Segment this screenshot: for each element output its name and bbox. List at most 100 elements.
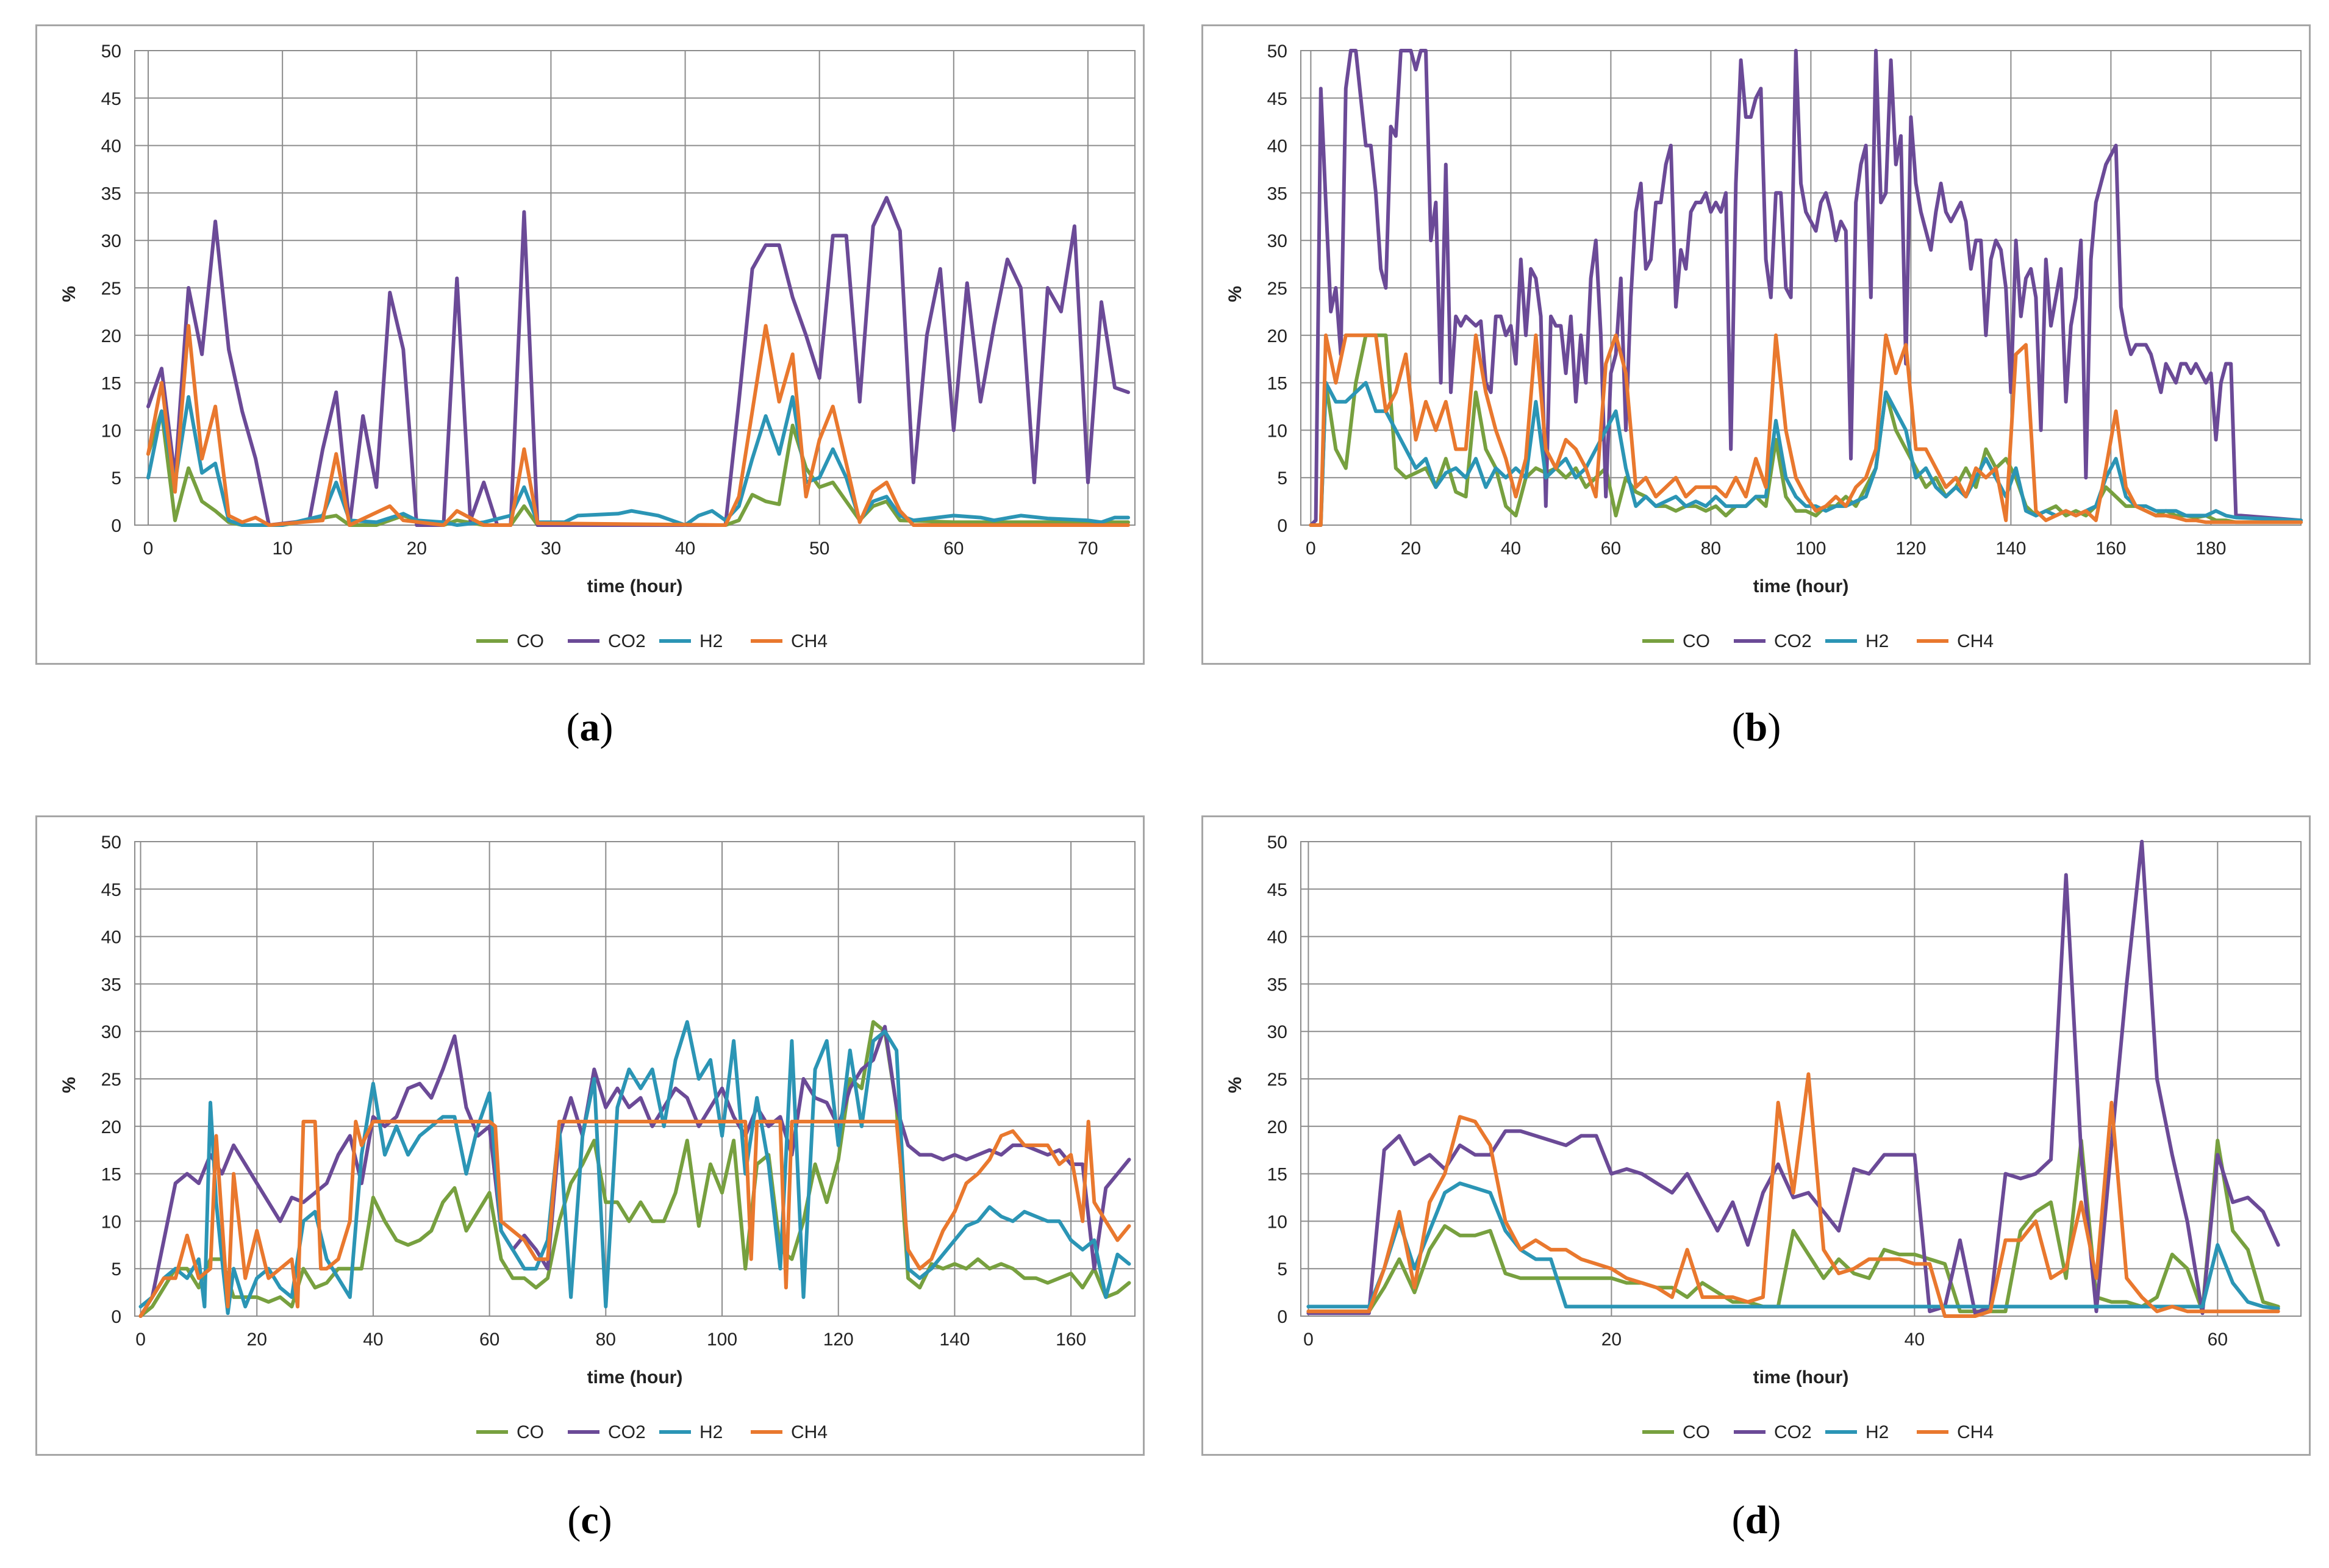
series-line-co2 [1306,840,2280,1316]
x-tick-label: 140 [1995,539,2026,559]
y-tick-label: 25 [101,279,121,299]
x-tick-label: 20 [1401,539,1421,559]
y-tick-label: 20 [101,326,121,346]
y-tick-label: 5 [1277,1259,1287,1280]
y-tick-label: 20 [1267,326,1287,346]
chart-d: 0 5 10 15 20 25 30 35 40 45 50 0 20 40 60% time (hour) C… [1225,832,2302,1442]
chart-a: 0 5 10 15 20 25 30 35 40 45 50 0 10 20 30 40 50 60 70% time… [59,41,1136,651]
series-line-ch4 [146,324,1130,527]
legend-label-h2: H2 [1866,1422,1889,1442]
x-tick-label: 0 [143,539,154,559]
x-tick-label: 70 [1078,539,1098,559]
y-tick-label: 30 [101,1022,121,1042]
x-tick-label: 10 [272,539,292,559]
y-tick-label: 0 [1277,1307,1287,1327]
y-tick-label: 25 [1267,1070,1287,1090]
chart-panel-c: 0 5 10 15 20 25 30 35 40 45 50 0 20 40 60 80 100 120 140 16… [35,815,1145,1456]
plot-area [1300,841,2302,1317]
legend-label-co2: CO2 [608,631,646,651]
series-line-co2 [146,196,1130,527]
y-tick-label: 15 [101,1165,121,1185]
caption-c: (c) [567,1498,612,1542]
y-tick-label: 15 [1267,1165,1287,1185]
y-tick-label: 40 [101,928,121,948]
legend-label-co: CO [517,1422,544,1442]
x-axis-label: time (hour) [1753,1367,1849,1387]
legend-label-co: CO [1683,1422,1710,1442]
y-tick-label: 35 [101,975,121,995]
y-tick-label: 0 [1277,516,1287,536]
x-axis-label: time (hour) [587,1367,683,1387]
plot-area [134,841,1136,1317]
y-axis-label: % [59,1077,79,1094]
series-line-co [1306,1139,2280,1314]
y-tick-label: 45 [101,880,121,900]
x-axis-label: time (hour) [587,576,683,596]
y-axis-label: % [1225,286,1245,303]
x-tick-label: 50 [809,539,829,559]
y-tick-label: 45 [101,89,121,109]
y-tick-label: 5 [1277,468,1287,489]
chart-panel-a: 0 5 10 15 20 25 30 35 40 45 50 0 10 20 30 40 50 60 70% time… [35,24,1145,665]
y-tick-label: 10 [1267,1212,1287,1232]
legend-label-h2: H2 [1866,631,1889,651]
x-tick-label: 40 [675,539,695,559]
y-tick-label: 10 [101,1212,121,1232]
caption-a: (a) [566,705,614,750]
y-tick-label: 30 [1267,231,1287,251]
series-line-co2 [138,1025,1131,1318]
y-tick-label: 50 [1267,832,1287,853]
x-tick-label: 160 [2095,539,2126,559]
y-tick-label: 5 [111,1259,121,1280]
x-tick-label: 30 [541,539,561,559]
y-tick-label: 40 [1267,928,1287,948]
legend-label-ch4: CH4 [1957,1422,1994,1442]
y-tick-label: 20 [101,1117,121,1137]
series-line-co2 [1309,49,2303,527]
x-tick-label: 20 [1601,1330,1622,1350]
series-line-ch4 [1306,1072,2280,1318]
chart-panel-d: 0 5 10 15 20 25 30 35 40 45 50 0 20 40 60% time (hour) C… [1201,815,2311,1456]
x-tick-label: 100 [1795,539,1826,559]
series-line-co [146,409,1130,527]
x-tick-label: 20 [247,1330,267,1350]
x-tick-label: 60 [1601,539,1621,559]
series-line-co [138,1020,1131,1318]
y-axis-label: % [59,286,79,303]
series-line-co [1309,333,2303,527]
x-tick-label: 120 [823,1330,854,1350]
y-tick-label: 35 [1267,184,1287,204]
y-tick-label: 35 [101,184,121,204]
x-tick-label: 20 [407,539,427,559]
x-tick-label: 0 [1306,539,1316,559]
y-axis-label: % [1225,1077,1245,1094]
series-line-ch4 [138,1120,1131,1318]
y-tick-label: 40 [1267,137,1287,157]
chart-b: 0 5 10 15 20 25 30 35 40 45 50 0 20 40 60 80 100 120 140 16… [1225,41,2303,651]
x-tick-label: 0 [135,1330,146,1350]
legend-label-ch4: CH4 [1957,631,1994,651]
series-line-h2 [1309,381,2303,527]
y-tick-label: 25 [101,1070,121,1090]
series-line-h2 [146,395,1130,527]
legend-label-co2: CO2 [1774,1422,1812,1442]
x-tick-label: 60 [2208,1330,2228,1350]
legend-label-h2: H2 [699,1422,723,1442]
chart-c: 0 5 10 15 20 25 30 35 40 45 50 0 20 40 60 80 100 120 140 16… [59,832,1136,1442]
y-tick-label: 10 [101,421,121,441]
y-tick-label: 50 [101,41,121,62]
y-tick-label: 25 [1267,279,1287,299]
y-tick-label: 15 [101,374,121,394]
x-tick-label: 100 [707,1330,737,1350]
legend-label-co: CO [1683,631,1710,651]
legend-label-co2: CO2 [1774,631,1812,651]
caption-b: (b) [1731,705,1781,750]
x-tick-label: 40 [363,1330,383,1350]
legend-label-ch4: CH4 [791,631,828,651]
x-tick-label: 180 [2195,539,2226,559]
series-line-h2 [138,1020,1131,1316]
x-axis-label: time (hour) [1753,576,1849,596]
y-tick-label: 45 [1267,880,1287,900]
y-tick-label: 5 [111,468,121,489]
x-tick-label: 0 [1303,1330,1314,1350]
